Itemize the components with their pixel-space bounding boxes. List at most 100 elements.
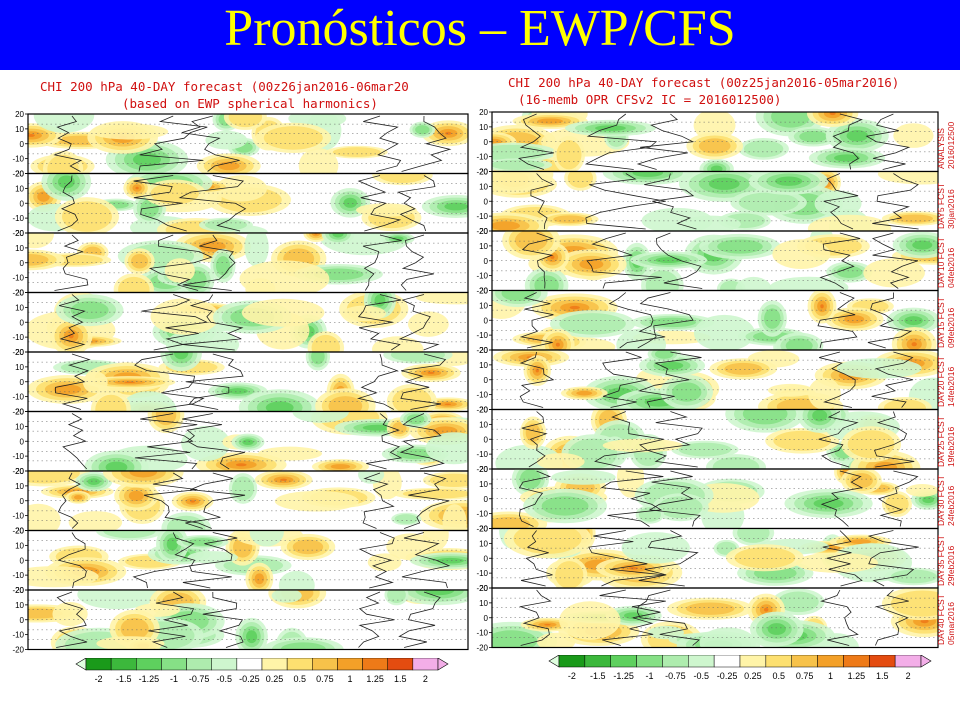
coastline [872, 173, 919, 230]
slide-header: Pronósticos – EWP/CFS [0, 0, 960, 70]
coastline [398, 294, 440, 351]
coastline [57, 532, 87, 589]
row-label: DAY10 FCST 04feb2016 [936, 237, 956, 288]
row-label: DAY35 FCST 29feb2016 [936, 535, 956, 586]
y-tick-label: 0 [20, 616, 25, 625]
row-label-date: 30jan2016 [946, 188, 956, 229]
y-tick-label: 10 [15, 422, 24, 431]
colorbar-segment [688, 655, 715, 668]
y-tick-label: 10 [479, 480, 488, 489]
colorbar-segment [894, 655, 922, 668]
coastline [588, 530, 665, 587]
coastline [57, 472, 81, 529]
colorbar-label: 1.25 [848, 671, 866, 681]
y-tick-label: -10 [476, 510, 488, 519]
y-tick-label: 0 [484, 376, 489, 385]
coastline [584, 113, 658, 170]
coastline [148, 234, 213, 291]
coastline [182, 413, 245, 470]
coastline [401, 532, 451, 589]
coastline [867, 530, 919, 587]
map-row-field [492, 409, 938, 469]
coastline [366, 413, 403, 470]
colorbar-segment [161, 658, 187, 671]
y-tick-label: -20 [12, 229, 24, 238]
y-tick-label: 10 [479, 123, 488, 132]
map-row-field [492, 588, 938, 648]
y-tick-label: -20 [476, 525, 488, 534]
y-tick-label: 20 [15, 467, 24, 476]
colorbar-label: -2 [568, 671, 576, 681]
y-tick-label: 20 [15, 110, 24, 119]
coastline [602, 351, 648, 408]
colorbar-label: 0.25 [744, 671, 762, 681]
y-tick-label: 10 [15, 303, 24, 312]
y-tick-label: 0 [484, 495, 489, 504]
coastline [819, 351, 856, 408]
coastline [185, 472, 246, 529]
coastline [356, 353, 399, 410]
coastline [608, 292, 666, 349]
coastline [357, 175, 402, 232]
y-tick-label: -10 [476, 391, 488, 400]
right-colorbar: -2 -1.5 -1.25 -1 -0.75 -0.5 -0.25 0.25 0.5 0.75 1 1… [548, 655, 932, 681]
right-panel-title-line2: (16-memb OPR CFSv2 IC = 2016012500) [518, 92, 782, 107]
coastline [656, 232, 703, 289]
y-tick-label: 10 [479, 242, 488, 251]
y-tick-label: 20 [479, 168, 488, 177]
map-row-field [28, 114, 468, 174]
y-tick-label: -20 [12, 527, 24, 536]
y-tick-label: 10 [479, 599, 488, 608]
y-tick-label: 0 [484, 554, 489, 563]
y-tick-label: 20 [479, 108, 488, 117]
colorbar-segment [765, 655, 792, 668]
coastline [594, 411, 664, 468]
coastline [874, 589, 909, 646]
y-tick-label: 20 [15, 289, 24, 298]
y-tick-label: 20 [15, 348, 24, 357]
colorbar-segment [387, 658, 414, 671]
y-tick-label: 10 [15, 244, 24, 253]
row-label: DAY15 FCST 09feb2016 [936, 297, 956, 348]
colorbar-label: 1 [347, 674, 352, 684]
colorbar-label: -0.25 [239, 674, 260, 684]
coastline [133, 175, 187, 232]
colorbar-label: 0.5 [773, 671, 786, 681]
colorbar-segment [843, 655, 870, 668]
coastline [636, 113, 695, 170]
row-label-date: 2016012500 [946, 121, 956, 169]
coastline [867, 292, 912, 349]
map-row-field [492, 350, 938, 410]
y-tick-label: -10 [12, 571, 24, 580]
coastline [400, 234, 434, 291]
colorbar-label: -0.75 [665, 671, 686, 681]
coastline [647, 411, 703, 468]
y-tick-label: -20 [12, 289, 24, 298]
y-tick-label: 20 [15, 229, 24, 238]
map-row-field [28, 471, 468, 531]
y-tick-label: 10 [15, 601, 24, 610]
y-tick-label: 10 [479, 539, 488, 548]
coastline [398, 591, 441, 648]
y-tick-label: 10 [479, 182, 488, 191]
coastline [132, 532, 196, 589]
y-tick-label: -10 [12, 452, 24, 461]
y-tick-label: 10 [15, 482, 24, 491]
row-label-forecast: DAY5 FCST [936, 182, 946, 229]
left-forecast-maps: 20100-10-2020100-10-2020100-10-2020100-1… [12, 110, 469, 655]
row-label-date: 24feb2016 [946, 485, 956, 526]
coastline [832, 113, 863, 170]
colorbar-segment [211, 658, 238, 671]
coastline [357, 294, 401, 351]
y-tick-label: 20 [479, 465, 488, 474]
colorbar-label: -1.5 [116, 674, 132, 684]
colorbar-label: 2 [423, 674, 428, 684]
colorbar-label: 1.5 [876, 671, 889, 681]
coastline [134, 353, 205, 410]
y-tick-label: -10 [476, 212, 488, 221]
coastline [403, 472, 450, 529]
coastline [521, 411, 548, 468]
map-row-field [28, 173, 468, 233]
colorbar-segment [610, 655, 637, 668]
y-tick-label: -20 [476, 465, 488, 474]
